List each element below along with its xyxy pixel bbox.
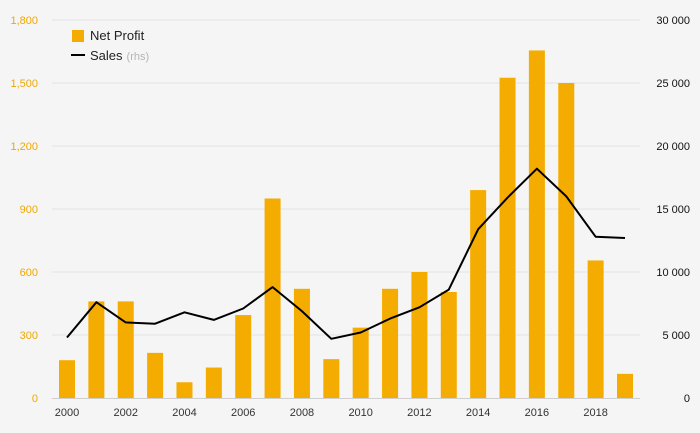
line-sales [66, 167, 626, 340]
bar-net-profit [587, 260, 604, 398]
bar-net-profit [264, 198, 281, 398]
y-left-tick-label: 1,200 [10, 141, 38, 153]
y-left-tick-label: 1,500 [10, 78, 38, 90]
bar-net-profit [558, 83, 575, 398]
y-left-tick-label: 0 [32, 393, 38, 405]
bar-layer [59, 50, 633, 398]
bar-net-profit [382, 288, 399, 398]
legend: Net Profit Sales (rhs) [71, 28, 149, 63]
bar-net-profit [440, 291, 457, 398]
y-right-tick-label: 25 000 [656, 78, 690, 90]
x-tick-label: 2004 [172, 407, 196, 419]
x-tick-label: 2014 [466, 407, 490, 419]
y-right-tick-label: 5 000 [662, 330, 690, 342]
line-layer [66, 167, 626, 340]
bar-net-profit [176, 382, 193, 398]
y-right-tick-label: 10 000 [656, 267, 690, 279]
y-left-tick-label: 900 [20, 204, 38, 216]
x-tick-label: 2018 [583, 407, 607, 419]
y-left-tick-label: 300 [20, 330, 38, 342]
legend-label-sales: Sales (rhs) [90, 48, 149, 63]
y-right-tick-label: 15 000 [656, 204, 690, 216]
bar-net-profit [88, 301, 105, 398]
y-right-tick-label: 30 000 [656, 15, 690, 27]
bar-net-profit [411, 272, 428, 398]
bar-net-profit [499, 77, 516, 398]
bar-net-profit [323, 359, 340, 398]
bar-net-profit [205, 367, 222, 398]
x-tick-label: 2016 [525, 407, 549, 419]
y-left-tick-label: 600 [20, 267, 38, 279]
y-left-tick-label: 1,800 [10, 15, 38, 27]
x-tick-label: 2012 [407, 407, 431, 419]
y-right-tick-label: 0 [684, 393, 690, 405]
bar-net-profit [617, 373, 633, 398]
legend-label-net-profit: Net Profit [90, 28, 145, 43]
bar-net-profit [352, 327, 369, 398]
x-tick-label: 2006 [231, 407, 255, 419]
x-tick-label: 2010 [348, 407, 372, 419]
bar-net-profit [293, 288, 310, 398]
bar-net-profit [117, 301, 134, 398]
bar-net-profit [235, 315, 252, 398]
y-right-tick-label: 20 000 [656, 141, 690, 153]
grid-layer [52, 19, 640, 336]
bar-net-profit [470, 190, 487, 398]
axis-layer: 0 300 600 900 1,200 1,500 1,800 0 5 000 10 000 15 … [10, 15, 690, 419]
legend-swatch-net-profit [72, 30, 84, 42]
legend-label-sales-name: Sales [90, 48, 123, 63]
x-tick-label: 2000 [55, 407, 79, 419]
x-tick-label: 2008 [290, 407, 314, 419]
bar-net-profit [528, 50, 545, 398]
x-tick-label: 2002 [113, 407, 137, 419]
legend-label-sales-suffix: (rhs) [127, 51, 150, 63]
bar-net-profit [59, 360, 75, 398]
bar-net-profit [147, 352, 164, 398]
